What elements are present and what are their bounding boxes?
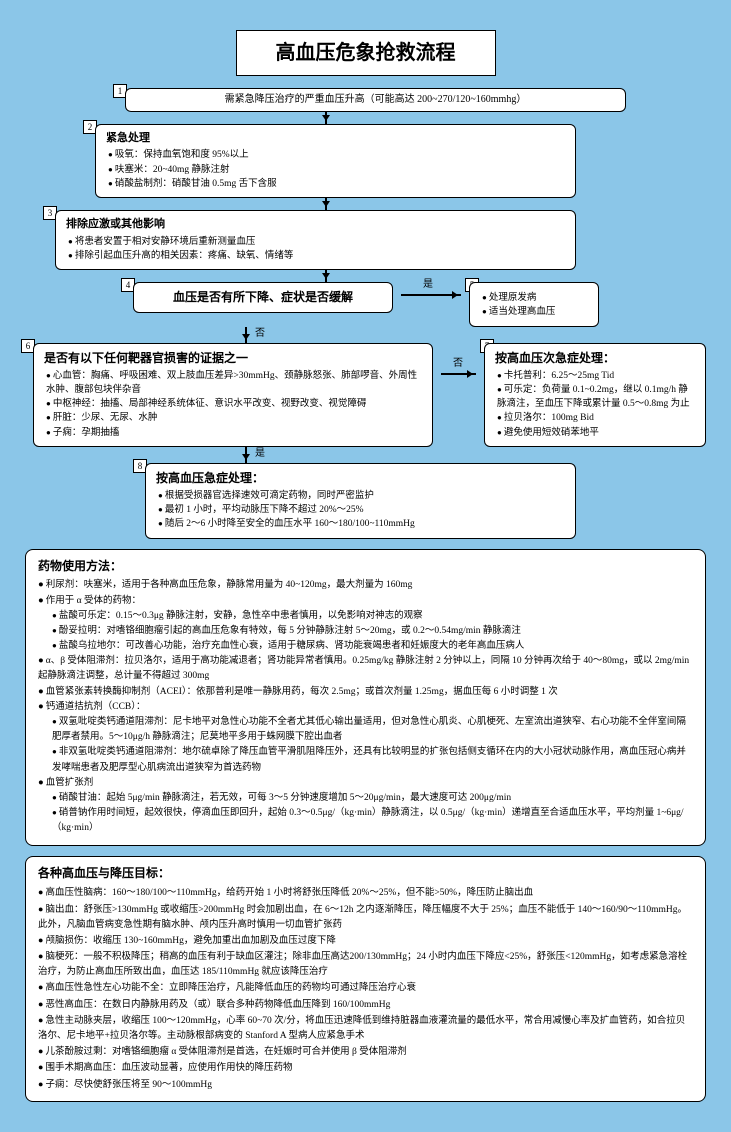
drugs-ccb-h: 钙通道拮抗剂（CCB）： — [38, 700, 693, 715]
node-6: 是否有以下任何靶器官损害的证据之一 心血管：胸痛、呼吸困难、双上肢血压差异>30… — [33, 343, 433, 447]
node-4: 血压是否有所下降、症状是否缓解 — [133, 282, 393, 313]
drugs-box: 药物使用方法： 利尿剂：呋塞米，适用于各种高血压危象，静脉常用量为 40~120… — [25, 549, 706, 846]
n1-text: 需紧急降压治疗的严重血压升高（可能高达 200~270/120~160mmhg） — [225, 94, 527, 105]
n3-title: 排除应激或其他影响 — [66, 218, 165, 230]
n8-list: 根据受损器官选择速效可滴定药物，同时严密监护最初 1 小时，平均动脉压下降不超过… — [156, 489, 565, 532]
vaso-list: 硝酸甘油：起始 5μg/min 静脉滴注，若无效，可每 3～5 分钟速度增加 5… — [38, 791, 693, 837]
drugs-vaso-h: 血管扩张剂 — [38, 776, 693, 791]
targets-box: 各种高血压与降压目标： 高血压性脑病：160～180/100～110mmHg，给… — [25, 856, 706, 1102]
drugs-ab: α、β 受体阻滞剂：拉贝洛尔，适用于高功能减退者；肾功能异常者慎用。0.25mg… — [38, 654, 693, 684]
node-8: 按高血压急症处理： 根据受损器官选择速效可滴定药物，同时严密监护最初 1 小时，… — [145, 463, 576, 539]
targets-list: 高血压性脑病：160～180/100～110mmHg，给药开始 1 小时将舒张压… — [38, 885, 693, 1092]
targets-title: 各种高血压与降压目标： — [38, 865, 693, 882]
drugs-acei: 血管紧张素转换酶抑制剂（ACEI）：依那普利是唯一静脉用药，每次 2.5mg；或… — [38, 685, 693, 700]
n7-title: 按高血压次急症处理： — [495, 351, 615, 365]
n7-list: 卡托普利：6.25～25mg Tid可乐定：负荷量 0.1~0.2mg，继以 0… — [495, 369, 695, 440]
ccb-list: 双氢吡啶类钙通道阻滞剂：尼卡地平对急性心功能不全者尤其低心输出量适用，但对急性心… — [38, 715, 693, 776]
n5-list: 处理原发病适当处理高血压 — [480, 291, 588, 320]
label-no-1: 否 — [253, 327, 267, 341]
n6-title: 是否有以下任何靶器官损害的证据之一 — [44, 351, 248, 365]
node-5: 处理原发病适当处理高血压 — [469, 282, 599, 327]
label-no-2: 否 — [451, 357, 465, 371]
n6-list: 心血管：胸痛、呼吸困难、双上肢血压差异>30mmHg、颈静脉怒张、肺部啰音、外周… — [44, 369, 422, 440]
node-3: 排除应激或其他影响 将患者安置于相对安静环境后重新测量血压排除引起血压升高的相关… — [55, 210, 576, 270]
drugs-top: 利尿剂：呋塞米，适用于各种高血压危象，静脉常用量为 40~120mg，最大剂量为… — [38, 578, 693, 593]
n2-list: 吸氧：保持血氧饱和度 95%以上呋塞米：20~40mg 静脉注射硝酸盐制剂：硝酸… — [106, 148, 565, 191]
node-7: 按高血压次急症处理： 卡托普利：6.25～25mg Tid可乐定：负荷量 0.1… — [484, 343, 706, 447]
node-1: 需紧急降压治疗的严重血压升高（可能高达 200~270/120~160mmhg） — [125, 88, 626, 112]
n2-title: 紧急处理 — [106, 132, 150, 144]
drugs-alpha-h: 作用于 α 受体的药物： — [38, 594, 693, 609]
label-yes-2: 是 — [253, 447, 267, 461]
n3-list: 将患者安置于相对安静环境后重新测量血压排除引起血压升高的相关因素：疼痛、缺氧、情… — [66, 235, 565, 264]
n4-text: 血压是否有所下降、症状是否缓解 — [173, 290, 353, 304]
alpha-list: 盐酸可乐定：0.15～0.3μg 静脉注射，安静，急性卒中患者慎用，以免影响对神… — [38, 609, 693, 655]
title: 高血压危象抢救流程 — [236, 30, 496, 76]
node-2: 紧急处理 吸氧：保持血氧饱和度 95%以上呋塞米：20~40mg 静脉注射硝酸盐… — [95, 124, 576, 198]
n8-title: 按高血压急症处理： — [156, 471, 264, 485]
drugs-title: 药物使用方法： — [38, 558, 693, 575]
label-yes-1: 是 — [421, 278, 435, 292]
